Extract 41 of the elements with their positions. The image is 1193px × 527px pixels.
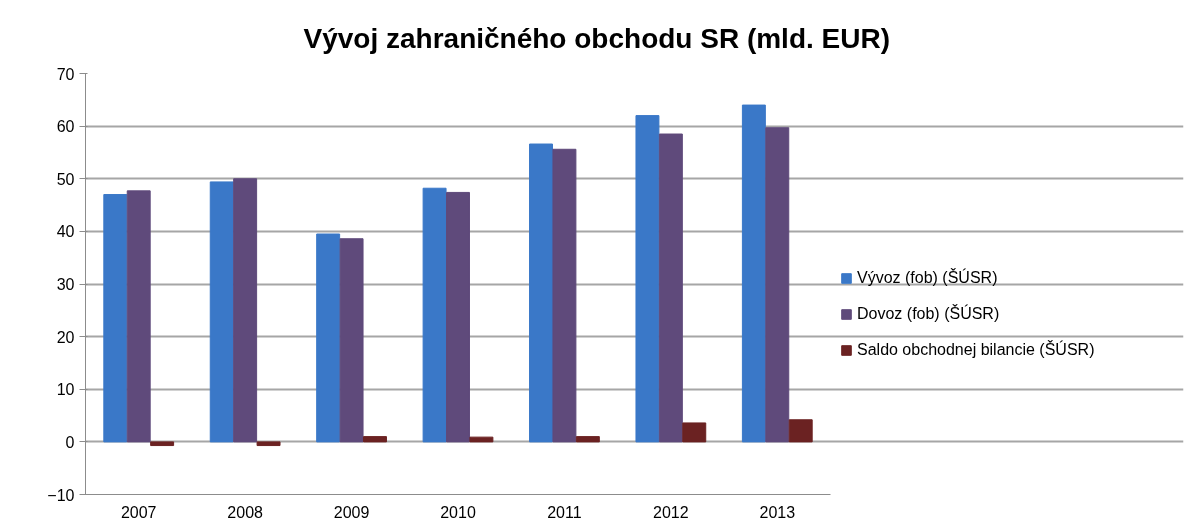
x-tick-label: 2010 (440, 503, 476, 521)
bar (256, 441, 281, 447)
x-tick-label: 2011 (547, 503, 582, 521)
x-tick-label: 2012 (653, 503, 689, 521)
bar (788, 419, 813, 443)
bar (682, 422, 707, 443)
y-tick-label: 70 (56, 65, 75, 83)
bar (363, 436, 387, 443)
x-tick-label: 2007 (120, 503, 157, 521)
y-tick-label: 50 (56, 170, 75, 188)
y-tick-label: 0 (65, 433, 75, 451)
bar (103, 194, 128, 443)
bar (658, 133, 683, 443)
y-tick-label: 40 (56, 223, 75, 241)
bar (552, 148, 577, 443)
y-tick-label: −10 (47, 486, 75, 504)
legend-label: Vývoz (fob) (ŠÚSR) (857, 269, 998, 287)
y-tick-label: 60 (56, 118, 75, 136)
x-tick-label: 2008 (227, 503, 264, 521)
bar (233, 178, 258, 443)
x-tick-label: 2013 (759, 503, 796, 521)
bar (765, 127, 790, 443)
bar (741, 104, 766, 443)
y-tick-label: 10 (56, 381, 75, 399)
bar (422, 187, 447, 443)
legend-label: Saldo obchodnej bilancie (ŠÚSR) (857, 341, 1095, 359)
bar (575, 436, 600, 443)
legend-label: Dovoz (fob) (ŠÚSR) (857, 305, 1000, 323)
bar (209, 181, 234, 443)
bar (339, 238, 364, 443)
y-tick-label: 30 (56, 276, 75, 293)
bar (126, 190, 151, 443)
bar (316, 233, 341, 443)
bar (469, 436, 494, 443)
x-tick-label: 2009 (333, 503, 370, 521)
bar (446, 191, 470, 443)
bar (150, 441, 175, 447)
chart-title: Vývoj zahraničného obchodu SR (mld. EUR) (303, 22, 890, 54)
bar (529, 143, 553, 443)
bar (635, 115, 660, 443)
y-tick-label: 20 (56, 328, 75, 346)
